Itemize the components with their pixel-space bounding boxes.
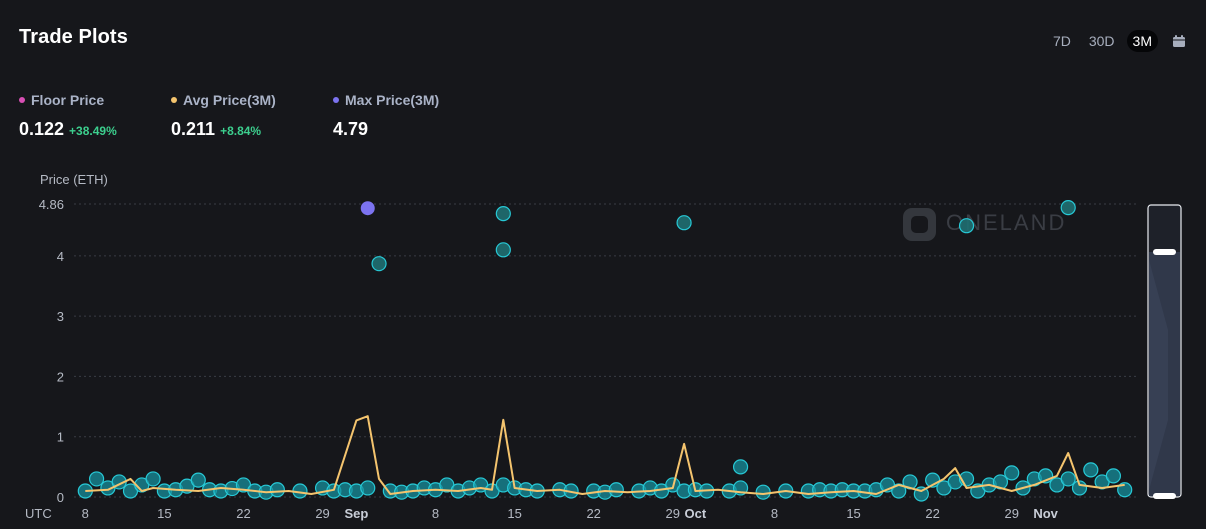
y-tick-label: 1	[57, 430, 64, 445]
trade-point[interactable]	[145, 471, 161, 487]
trade-point[interactable]	[1060, 471, 1076, 487]
max-price-value: 4.79	[333, 119, 369, 139]
max-price-stat: Max Price(3M) 4.79	[333, 92, 439, 140]
x-tick-label: 15	[846, 506, 860, 521]
trade-point[interactable]	[608, 482, 624, 498]
max-price-dot	[333, 97, 339, 103]
range-30d-button[interactable]: 30D	[1088, 33, 1115, 49]
avg-price-change: +8.84%	[220, 124, 262, 138]
avg-price-label: Avg Price(3M)	[183, 92, 276, 108]
avg-price-stat: Avg Price(3M) 0.211 +8.84%	[171, 92, 276, 140]
grid-lines	[74, 203, 1136, 498]
range-7d-button[interactable]: 7D	[1052, 33, 1071, 49]
max-price-label: Max Price(3M)	[345, 92, 440, 108]
x-tick-label: 22	[586, 506, 600, 521]
floor-price-label: Floor Price	[31, 92, 105, 108]
x-tick-label: 8	[432, 506, 439, 521]
trade-point[interactable]	[732, 459, 749, 475]
x-tick-label: 15	[507, 506, 521, 521]
floor-price-stat: Floor Price 0.122 +38.49%	[19, 92, 117, 140]
trade-point[interactable]	[1004, 465, 1020, 481]
floor-price-dot	[19, 97, 25, 103]
y-tick-label: 3	[57, 309, 64, 324]
range-3m-button[interactable]: 3M	[1126, 30, 1158, 52]
floor-price-change: +38.49%	[69, 124, 117, 138]
trade-point[interactable]	[755, 484, 771, 500]
x-tick-label: 22	[236, 506, 250, 521]
trade-point[interactable]	[676, 215, 692, 231]
y-tick-label: 4.86	[39, 197, 64, 212]
floor-price-value: 0.122	[19, 119, 65, 139]
trade-point[interactable]	[88, 471, 105, 487]
utc-label: UTC	[25, 506, 52, 521]
x-tick-label: Oct	[685, 506, 707, 521]
trade-point[interactable]	[371, 256, 387, 272]
x-tick-label: 8	[771, 506, 778, 521]
trade-point[interactable]	[190, 472, 206, 488]
range-controls: 7D 30D 3M	[1047, 30, 1186, 52]
trade-point[interactable]	[269, 482, 285, 498]
x-tick-label: 22	[925, 506, 939, 521]
avg-price-line	[85, 415, 1125, 495]
y-tick-label: 4	[57, 249, 64, 264]
x-tick-label: 29	[1004, 506, 1018, 521]
trade-point[interactable]	[1060, 200, 1076, 216]
range-handle-bottom[interactable]	[1153, 493, 1176, 499]
trade-point[interactable]	[1105, 468, 1122, 484]
y-tick-label: 0	[57, 490, 64, 505]
range-handle-top[interactable]	[1153, 249, 1176, 255]
trade-point[interactable]	[360, 480, 376, 496]
y-tick-label: 2	[57, 369, 64, 384]
x-tick-label: 8	[82, 506, 89, 521]
y-axis-ticks: 0 1 2 3 4 4.86	[39, 197, 64, 505]
max-price-point[interactable]	[360, 201, 375, 216]
x-tick-label: 29	[666, 506, 680, 521]
range-scroller[interactable]	[1147, 204, 1182, 499]
chart-title: Trade Plots	[19, 26, 128, 48]
x-tick-label: Sep	[345, 506, 369, 521]
avg-price-value: 0.211	[171, 119, 216, 139]
y-axis-label: Price (ETH)	[40, 172, 108, 187]
trade-points[interactable]	[77, 200, 1133, 502]
trade-point[interactable]	[495, 242, 511, 258]
x-axis-ticks: 8 15 22 29 Sep 8 15 22 29 Oct 8 15 22 29 Nov	[82, 506, 1059, 521]
trade-point[interactable]	[1083, 462, 1099, 478]
trade-point[interactable]	[958, 218, 975, 234]
x-tick-label: 15	[157, 506, 171, 521]
x-tick-label: Nov	[1033, 506, 1058, 521]
watermark-logo-icon	[903, 208, 936, 241]
calendar-icon[interactable]	[1172, 34, 1186, 48]
avg-price-dot	[171, 97, 177, 103]
max-price-points[interactable]	[360, 201, 375, 216]
x-tick-label: 29	[315, 506, 329, 521]
trade-point[interactable]	[495, 206, 511, 222]
